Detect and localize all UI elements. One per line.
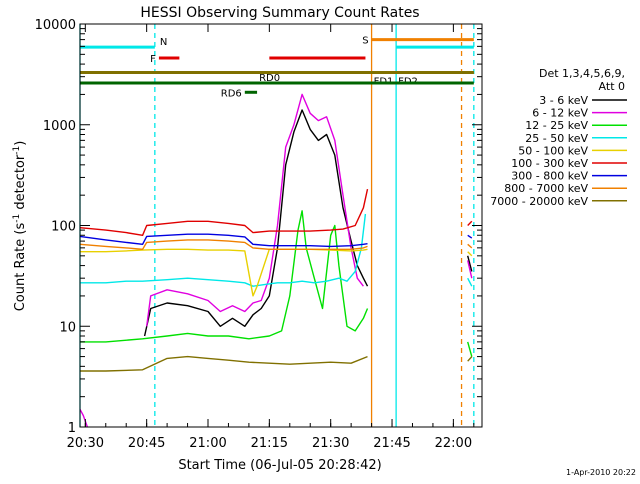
x-tick-label-20-30: 20:30 (67, 436, 104, 451)
legend-header-line-2: Att 0 (599, 80, 625, 93)
series-line-800-7000-kev-0 (79, 239, 368, 251)
x-tick-label-20-45: 20:45 (128, 436, 165, 451)
y-axis-label-exp-1: -1 (12, 214, 22, 223)
series-line-12-25-kev-0 (80, 210, 369, 343)
legend-label-6-12-kev: 6 - 12 keV (532, 107, 588, 120)
y-axis-label-exp-2: -1 (12, 146, 22, 155)
series-line-6-12-kev-0 (79, 408, 89, 428)
flag-label-n: N (160, 37, 167, 48)
y-tick-label-10: 10 (59, 320, 76, 335)
series-line-50-100-kev-0 (80, 248, 368, 297)
y-axis-label-part-2: detector (13, 154, 28, 214)
flag-bars: NFSFD1FD2RD0RD6 (80, 36, 474, 99)
series-line-3-6-kev-0 (143, 109, 369, 337)
legend-label-25-50-kev: 25 - 50 keV (525, 132, 588, 145)
flag-label-rd0: RD0 (259, 73, 280, 84)
x-tick-label-21-30: 21:30 (312, 436, 349, 451)
legend-label-300-800-kev: 300 - 800 keV (511, 170, 588, 183)
series-line-50-100-kev-1 (467, 251, 473, 257)
series-line-300-800-kev-0 (79, 233, 368, 248)
axes: 20:30 20:45 21:00 21:15 21:30 21:45 22:00 1 10 10… (35, 18, 482, 451)
x-tick-label-21-00: 21:00 (189, 436, 226, 451)
legend-label-12-25-kev: 12 - 25 keV (525, 119, 588, 132)
legend-header-line-1: Det 1,3,4,5,6,9, (539, 67, 625, 80)
y-axis-label-part-3: ) (13, 141, 28, 146)
series-line-6-12-kev-2 (467, 260, 473, 279)
series-line-7000-20000-kev-1 (467, 356, 473, 362)
legend-label-3-6-kev: 3 - 6 keV (539, 94, 588, 107)
series-line-25-50-kev-1 (467, 277, 473, 287)
series-line-100-300-kev-0 (79, 188, 369, 237)
chart-title: HESSI Observing Summary Count Rates (140, 5, 419, 21)
y-tick-label-1: 1 (68, 421, 76, 436)
series-line-800-7000-kev-1 (467, 243, 473, 249)
generated-date: 1-Apr-2010 20:22 (566, 468, 636, 477)
series-line-300-800-kev-1 (467, 234, 473, 239)
legend-label-800-7000-kev: 800 - 7000 keV (504, 182, 588, 195)
y-axis-label: Count Rate (s-1 detector-1) (12, 141, 28, 312)
series-line-100-300-kev-1 (467, 220, 473, 226)
series-line-25-50-kev-0 (80, 213, 367, 287)
x-axis-label: Start Time (06-Jul-05 20:28:42) (178, 458, 381, 473)
y-tick-label-100: 100 (51, 220, 76, 235)
x-tick-label-21-45: 21:45 (373, 436, 410, 451)
y-tick-label-1000: 1000 (43, 119, 76, 134)
y-tick-label-10000: 10000 (35, 18, 76, 33)
series-line-12-25-kev-1 (467, 341, 473, 357)
x-tick-label-22-00: 22:00 (435, 436, 472, 451)
series-line-7000-20000-kev-0 (80, 355, 368, 372)
legend-label-100-300-kev: 100 - 300 keV (511, 157, 588, 170)
y-axis-label-part-1: Count Rate (s (13, 223, 28, 312)
series-line-6-12-kev-1 (146, 93, 364, 327)
legend-label-50-100-kev: 50 - 100 keV (518, 144, 588, 157)
flag-label-rd6: RD6 (221, 88, 242, 99)
x-tick-label-21-15: 21:15 (251, 436, 288, 451)
legend-label-7000-20000-kev: 7000 - 20000 keV (490, 195, 588, 208)
flag-label-f: F (150, 54, 156, 65)
flag-label-s: S (362, 36, 368, 47)
series-lines (79, 93, 473, 428)
series-line-3-6-kev-1 (467, 255, 473, 272)
